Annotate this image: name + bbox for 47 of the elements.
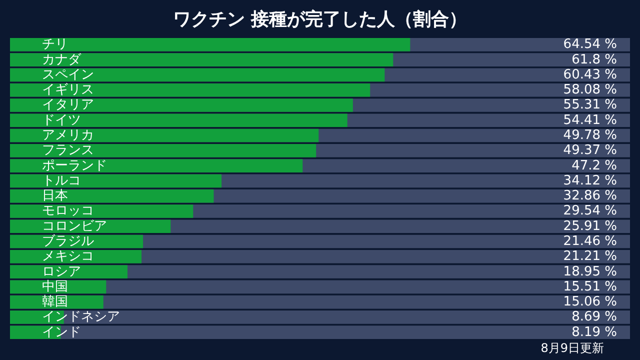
y-tick-label: ドイツ <box>42 112 81 128</box>
data-label: 32.86 % <box>563 188 617 204</box>
data-label: 21.21 % <box>563 249 617 264</box>
y-tick-label: インドネシア <box>42 310 120 325</box>
data-label: 15.06 % <box>563 294 617 310</box>
data-label: 49.78 % <box>563 128 617 144</box>
y-tick-label: フランス <box>42 143 94 158</box>
y-tick-label: ロシア <box>42 264 81 280</box>
bar <box>10 83 370 97</box>
y-tick-label: イタリア <box>42 98 94 113</box>
data-label: 29.54 % <box>563 204 617 219</box>
data-label: 18.95 % <box>563 264 617 280</box>
chart-title: ワクチン 接種が完了した人（割合） <box>172 9 468 30</box>
y-tick-label: 韓国 <box>42 294 68 310</box>
y-tick-label: スペイン <box>42 67 94 82</box>
data-label: 47.2 % <box>572 158 617 174</box>
bar <box>10 174 222 188</box>
y-tick-label: ポーランド <box>42 158 107 174</box>
y-tick-label: アメリカ <box>42 128 94 144</box>
y-tick-label: コロンビア <box>42 218 107 234</box>
data-label: 64.54 % <box>563 37 617 52</box>
y-tick-label: トルコ <box>42 173 81 188</box>
data-label: 15.51 % <box>563 279 617 294</box>
y-tick-label: 中国 <box>42 279 68 294</box>
data-label: 21.46 % <box>563 234 617 249</box>
y-tick-label: インド <box>42 324 81 340</box>
text: 8月9日更新 <box>540 341 604 355</box>
data-label: 8.19 % <box>572 324 617 340</box>
bar <box>10 189 214 203</box>
data-label: 58.08 % <box>563 82 617 98</box>
y-tick-label: メキシコ <box>42 249 94 264</box>
y-tick-label: 日本 <box>42 188 68 204</box>
data-label: 54.41 % <box>563 112 617 128</box>
bar <box>10 128 319 142</box>
data-label: 49.37 % <box>563 143 617 158</box>
data-label: 34.12 % <box>563 173 617 188</box>
y-tick-label: カナダ <box>42 52 82 68</box>
data-label: 61.8 % <box>572 52 617 68</box>
bar <box>10 68 385 82</box>
data-label: 25.91 % <box>563 218 617 234</box>
y-tick-label: チリ <box>42 37 68 52</box>
data-label: 55.31 % <box>563 98 617 113</box>
y-tick-label: イギリス <box>42 82 94 98</box>
data-label: 8.69 % <box>572 310 617 325</box>
y-tick-label: ブラジル <box>42 234 94 249</box>
data-label: 60.43 % <box>563 67 617 82</box>
y-tick-label: モロッコ <box>42 204 94 219</box>
